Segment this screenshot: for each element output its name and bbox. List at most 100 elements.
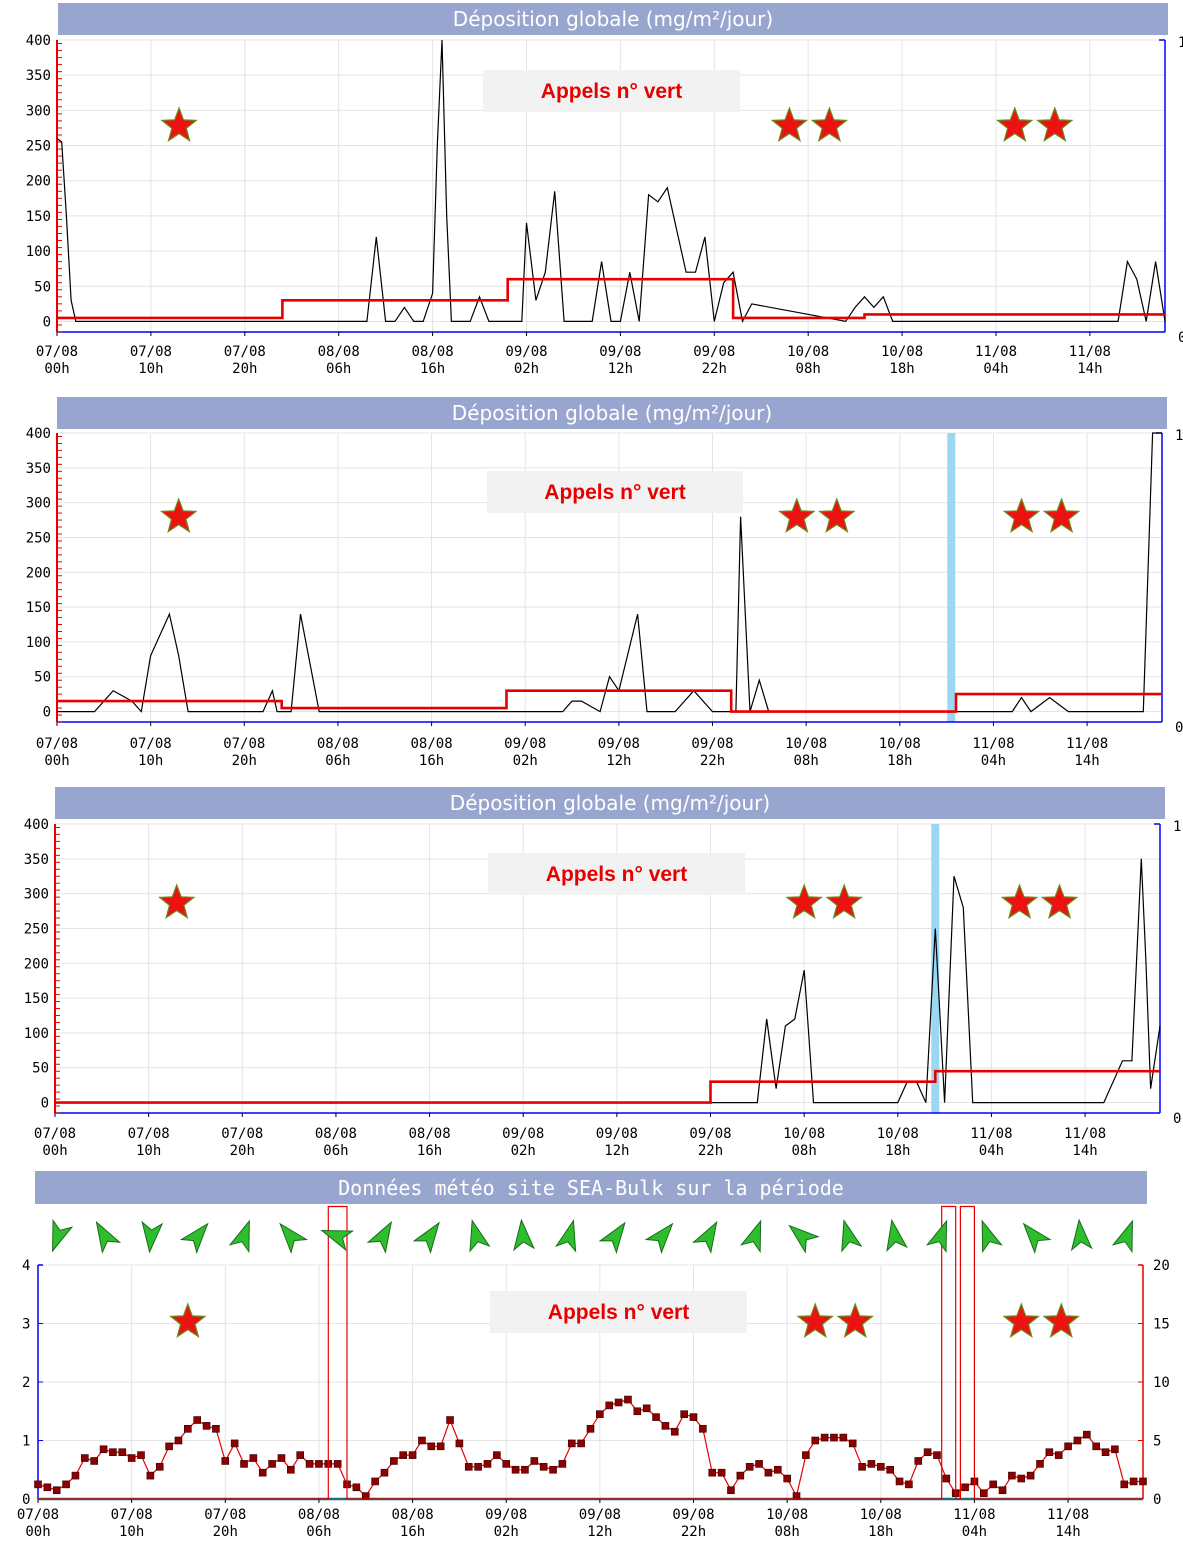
annotation-box [488, 853, 745, 895]
wind-speed-point [90, 1457, 98, 1465]
wind-speed-point [914, 1457, 923, 1465]
wind-speed-point [1064, 1442, 1072, 1451]
y-tick-label: 400 [26, 33, 51, 49]
wind-direction-arrow-icon [925, 1219, 948, 1254]
wind-arrow-shape [981, 1219, 1003, 1254]
wind-speed-point [895, 1477, 904, 1486]
wind-direction-arrow-icon [841, 1219, 863, 1253]
y-tick-label: 150 [26, 209, 51, 225]
average-series-line [57, 689, 1162, 713]
x-tick-date: 10/08 [879, 736, 921, 752]
wind-speed-point [802, 1451, 810, 1459]
y-tick-label: 0 [43, 705, 51, 721]
y-tick-label: 0 [41, 1096, 49, 1112]
wind-speed-point [184, 1425, 192, 1433]
wind-speed-point [1129, 1477, 1138, 1486]
red-star-icon [1040, 883, 1079, 919]
x-tick-date: 10/08 [783, 1126, 825, 1142]
wind-speed-point [633, 1407, 642, 1416]
wind-direction-arrow-icon [644, 1222, 674, 1255]
wind-speed-point [418, 1436, 426, 1445]
wind-direction-arrow-icon [366, 1220, 393, 1254]
x-tick-date: 07/08 [224, 344, 266, 360]
wind-direction-arrow-icon [141, 1220, 164, 1254]
wind-speed-point [1008, 1471, 1016, 1480]
wind-speed-point [240, 1460, 248, 1468]
wind-arrow-shape [320, 1230, 355, 1252]
wind-direction-arrow-icon [692, 1220, 718, 1254]
x-tick-date: 10/08 [860, 1507, 902, 1523]
wind-direction-arrow-icon [1022, 1222, 1052, 1255]
wind-speed-point [1026, 1471, 1035, 1480]
wind-speed-point [193, 1416, 201, 1424]
x-tick-hour: 12h [608, 361, 633, 377]
x-tick-hour: 22h [681, 1524, 706, 1540]
wind-speed-point [408, 1451, 417, 1459]
x-tick-hour: 04h [983, 361, 1008, 377]
wind-speed-point [1073, 1436, 1082, 1445]
x-tick-date: 11/08 [975, 344, 1017, 360]
wind-speed-point [268, 1460, 276, 1468]
x-tick-date: 11/08 [1069, 344, 1111, 360]
wind-arrow-shape [1022, 1222, 1052, 1255]
red-star-icon [785, 883, 823, 919]
y-tick-label: 100 [26, 635, 51, 651]
x-tick-hour: 00h [44, 361, 69, 377]
wind-speed-point [511, 1465, 520, 1474]
red-star-icon [796, 1302, 835, 1338]
wind-speed-point [923, 1448, 932, 1456]
x-tick-date: 10/08 [766, 1507, 808, 1523]
wind-arrow-shape [788, 1224, 820, 1254]
x-tick-hour: 16h [419, 753, 444, 769]
wind-speed-point [596, 1410, 604, 1418]
x-tick-hour: 06h [306, 1524, 331, 1540]
red-star-icon [825, 883, 863, 919]
chart-header-bar [57, 397, 1167, 429]
wind-direction-arrow-icon [739, 1219, 762, 1254]
x-tick-date: 09/08 [693, 344, 735, 360]
wind-speed-point [783, 1474, 791, 1483]
x-tick-hour: 02h [513, 753, 538, 769]
x-tick-date: 08/08 [318, 344, 360, 360]
x-tick-hour: 04h [979, 1143, 1004, 1159]
wind-speed-point [1111, 1445, 1119, 1454]
wind-speed-point [886, 1465, 894, 1474]
wind-speed-point [305, 1460, 314, 1468]
x-tick-hour: 18h [868, 1524, 893, 1540]
wind-speed-point [586, 1425, 595, 1433]
x-tick-date: 10/08 [787, 344, 829, 360]
average-series-line [57, 277, 1165, 320]
x-tick-date: 08/08 [412, 344, 454, 360]
x-tick-date: 09/08 [599, 344, 641, 360]
wind-speed-point [1120, 1480, 1129, 1489]
x-tick-date: 08/08 [410, 736, 452, 752]
x-tick-date: 09/08 [691, 736, 733, 752]
x-tick-date: 07/08 [130, 736, 172, 752]
wind-arrow-shape [228, 1219, 250, 1254]
wind-speed-point [820, 1433, 829, 1442]
wind-speed-point [455, 1439, 464, 1448]
wind-speed-point [52, 1486, 61, 1495]
wind-direction-arrow-icon [469, 1219, 491, 1253]
wind-speed-point [680, 1410, 688, 1418]
x-tick-date: 10/08 [881, 344, 923, 360]
x-tick-date: 09/08 [596, 1126, 638, 1142]
annotation-label: Appels n° vert [548, 1301, 689, 1324]
wind-speed-point [230, 1439, 239, 1448]
wind-speed-point [980, 1489, 988, 1497]
annotation-box [490, 1291, 747, 1333]
y2-tick-label: 15 [1153, 1317, 1170, 1333]
x-tick-hour: 16h [420, 361, 445, 377]
y-tick-label: 100 [26, 244, 51, 260]
x-tick-hour: 00h [25, 1524, 50, 1540]
wind-speed-point [165, 1442, 173, 1451]
y2-tick-label: 0 [1178, 330, 1183, 346]
red-star-icon [1042, 497, 1081, 533]
x-tick-date: 07/08 [34, 1126, 76, 1142]
x-tick-date: 08/08 [391, 1507, 433, 1523]
y-tick-label: 400 [26, 426, 51, 442]
x-tick-date: 09/08 [502, 1126, 544, 1142]
y-tick-label: 300 [24, 887, 49, 903]
wind-speed-point [558, 1460, 567, 1468]
